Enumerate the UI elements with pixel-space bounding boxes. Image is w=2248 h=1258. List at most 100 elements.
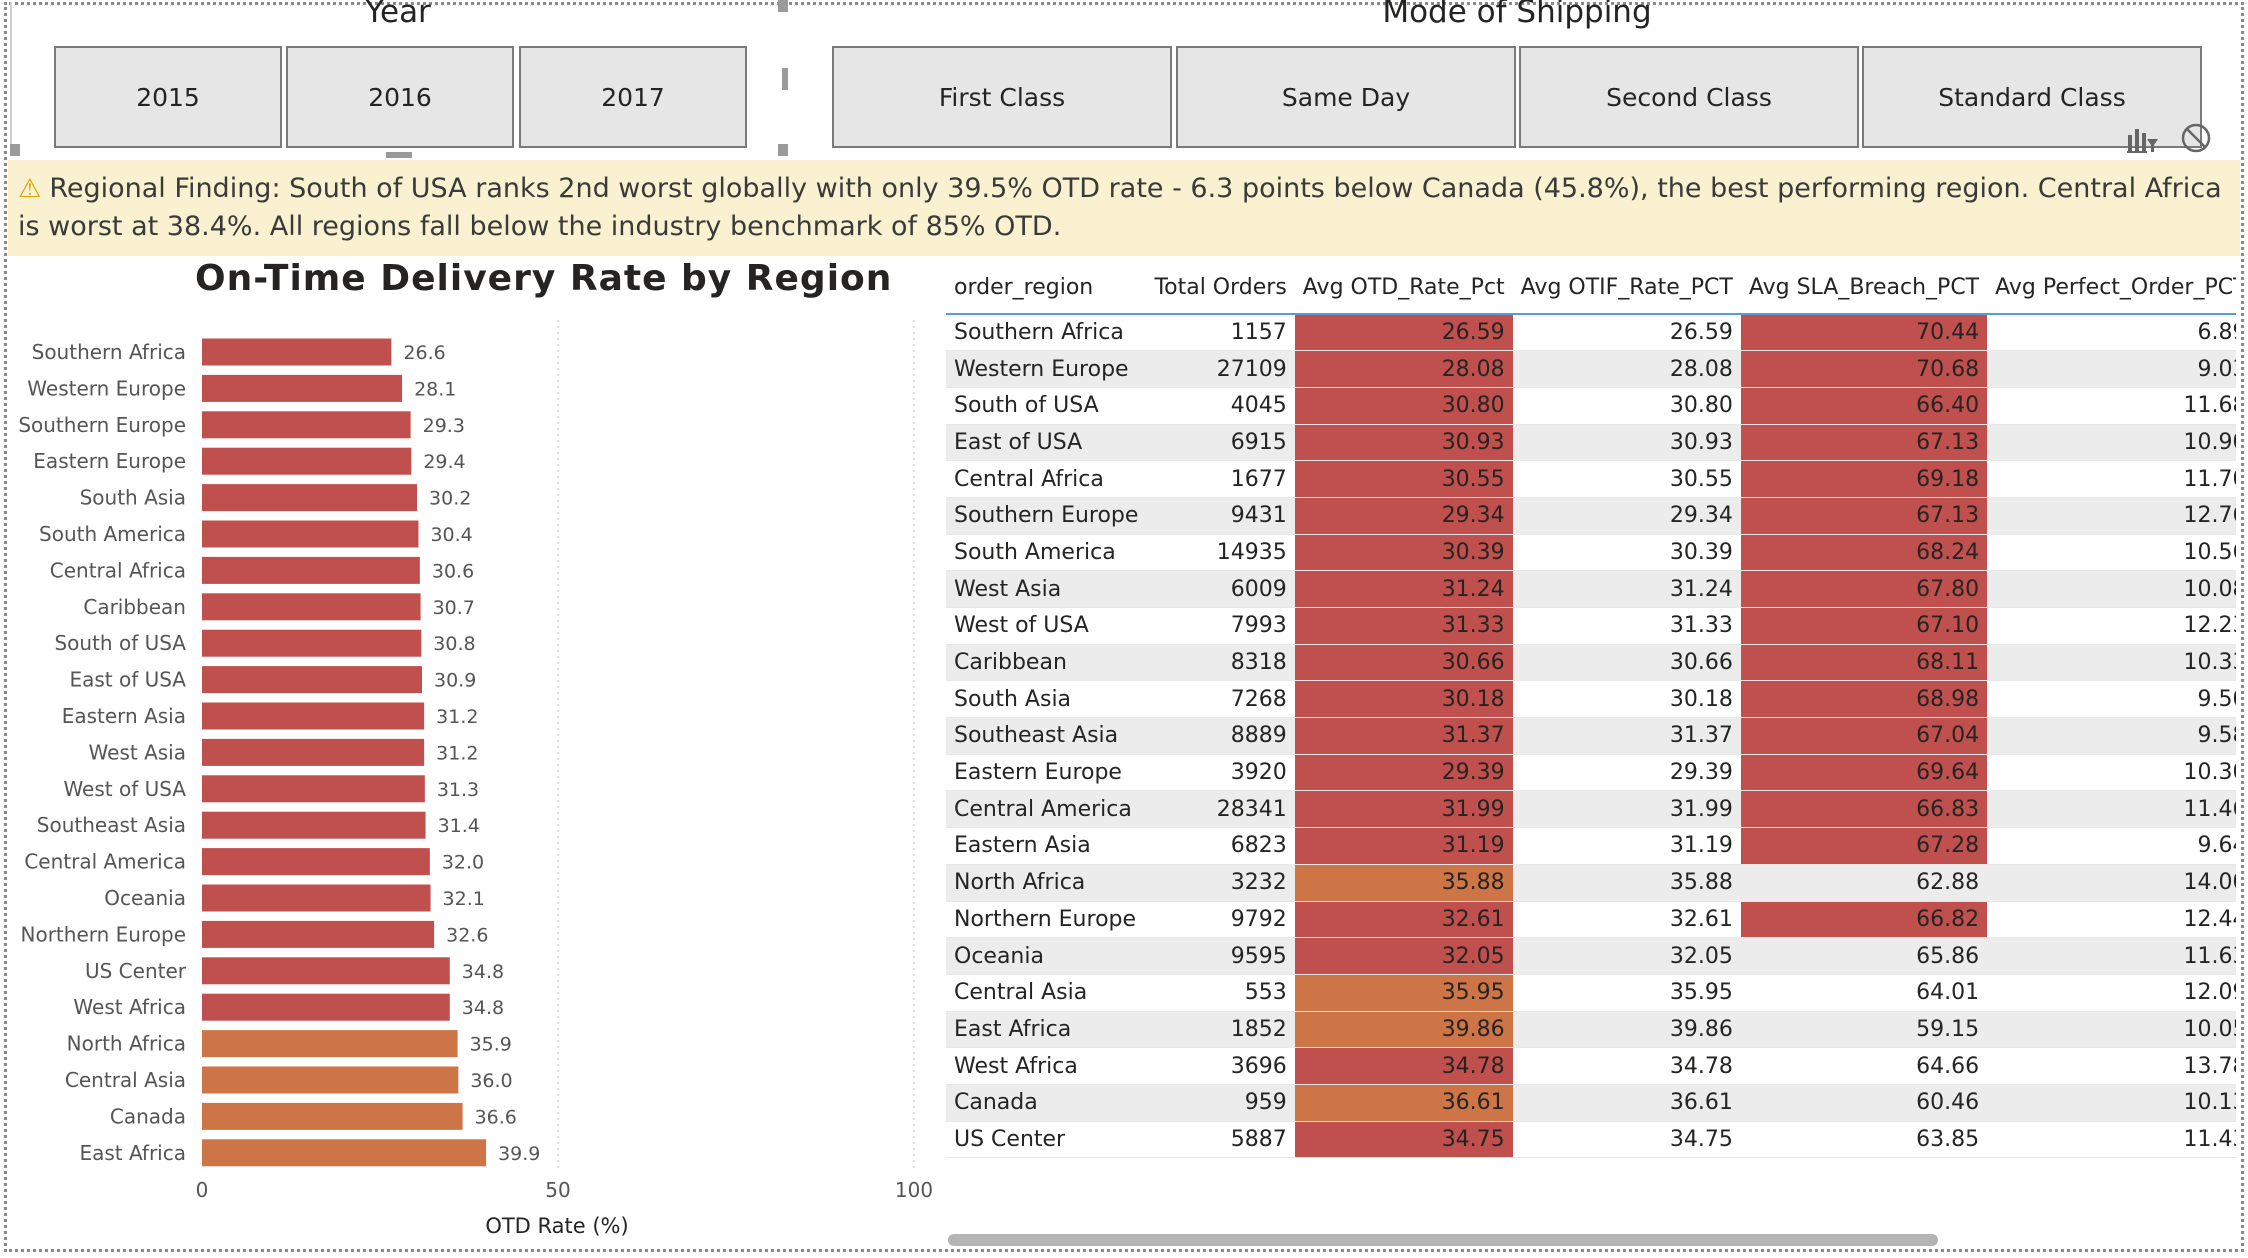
bar[interactable] xyxy=(202,848,430,876)
cell-total-orders: 6009 xyxy=(1146,570,1295,608)
cell-region: Caribbean xyxy=(946,644,1147,682)
x-tick-label: 100 xyxy=(895,1178,933,1202)
cell-otd-rate: 34.78 xyxy=(1294,1047,1513,1085)
year-option-2015[interactable]: 2015 xyxy=(54,46,282,148)
chart-filter-icon[interactable] xyxy=(2124,120,2160,156)
cell-otif-rate: 29.39 xyxy=(1512,754,1741,792)
bar[interactable] xyxy=(202,1030,458,1058)
bar[interactable] xyxy=(202,447,412,475)
cell-perfect-order: 10.33 xyxy=(1987,644,2236,682)
column-header[interactable]: Avg SLA_Breach_PCT xyxy=(1740,262,1988,315)
bar[interactable] xyxy=(202,593,421,621)
shipping-option-second-class[interactable]: Second Class xyxy=(1519,46,1859,148)
cell-total-orders: 28341 xyxy=(1146,790,1295,829)
bar[interactable] xyxy=(202,884,431,912)
cell-otif-rate: 28.08 xyxy=(1512,350,1741,388)
resize-handle-bottom[interactable] xyxy=(386,152,412,158)
bar[interactable] xyxy=(202,1139,487,1167)
bar[interactable] xyxy=(202,556,420,584)
cell-sla-breach: 68.24 xyxy=(1740,534,1988,572)
year-option-2016[interactable]: 2016 xyxy=(286,46,514,148)
no-entry-icon[interactable] xyxy=(2178,120,2214,156)
shipping-option-same-day[interactable]: Same Day xyxy=(1176,46,1516,148)
bar[interactable] xyxy=(202,738,425,766)
bar[interactable] xyxy=(202,702,425,730)
cell-sla-breach: 67.04 xyxy=(1740,717,1988,755)
cell-otd-rate: 30.55 xyxy=(1294,460,1513,498)
resize-handle-bottom-left[interactable] xyxy=(10,144,20,156)
column-header[interactable]: Avg Perfect_Order_PCT xyxy=(1987,262,2236,315)
bar[interactable] xyxy=(202,484,418,512)
resize-handle-right[interactable] xyxy=(782,68,788,90)
cell-perfect-order: 10.56 xyxy=(1987,534,2236,572)
shipping-option-standard-class[interactable]: Standard Class xyxy=(1862,46,2202,148)
cell-perfect-order: 12.76 xyxy=(1987,497,2236,535)
table-horizontal-scrollbar[interactable] xyxy=(948,1234,1938,1246)
resize-handle-top-right[interactable] xyxy=(778,0,788,12)
cell-otd-rate: 34.75 xyxy=(1294,1121,1513,1159)
bar[interactable] xyxy=(202,920,435,948)
column-header[interactable]: order_region xyxy=(946,262,1147,315)
category-label: Northern Europe xyxy=(21,922,186,946)
cell-sla-breach: 67.10 xyxy=(1740,607,1988,645)
cell-otif-rate: 30.39 xyxy=(1512,534,1741,572)
cell-perfect-order: 11.68 xyxy=(1987,387,2236,425)
cell-sla-breach: 68.98 xyxy=(1740,680,1988,719)
bar[interactable] xyxy=(202,993,450,1021)
column-header[interactable]: Total Orders xyxy=(1146,262,1295,315)
bar[interactable] xyxy=(202,520,419,548)
bar[interactable] xyxy=(202,775,425,803)
data-label: 39.9 xyxy=(498,1143,540,1165)
year-option-2017[interactable]: 2017 xyxy=(519,46,747,148)
column-header[interactable]: Avg OTIF_Rate_PCT xyxy=(1512,262,1741,315)
year-slicer-title: Year xyxy=(365,0,431,30)
cell-region: Southern Africa xyxy=(946,314,1147,352)
bar[interactable] xyxy=(202,666,423,694)
cell-otif-rate: 32.05 xyxy=(1512,937,1741,975)
category-label: East Africa xyxy=(79,1141,186,1165)
category-label: East of USA xyxy=(69,668,186,692)
category-label: West Asia xyxy=(89,740,186,764)
cell-otd-rate: 26.59 xyxy=(1294,314,1513,352)
resize-handle-bottom-right[interactable] xyxy=(778,144,788,156)
column-header[interactable]: Avg OTD_Rate_Pct xyxy=(1294,262,1513,315)
bar[interactable] xyxy=(202,338,392,366)
bar[interactable] xyxy=(202,629,422,657)
bar[interactable] xyxy=(202,1066,459,1094)
cell-otif-rate: 30.66 xyxy=(1512,644,1741,682)
cell-region: Oceania xyxy=(946,937,1147,975)
cell-total-orders: 3696 xyxy=(1146,1047,1295,1085)
bar[interactable] xyxy=(202,374,403,402)
bar[interactable] xyxy=(202,1102,463,1130)
cell-total-orders: 1852 xyxy=(1146,1011,1295,1049)
bar[interactable] xyxy=(202,957,450,985)
shipping-option-first-class[interactable]: First Class xyxy=(832,46,1172,148)
bar[interactable] xyxy=(202,811,426,839)
cell-sla-breach: 63.85 xyxy=(1740,1121,1988,1159)
bar[interactable] xyxy=(202,411,411,439)
data-label: 34.8 xyxy=(462,997,504,1019)
